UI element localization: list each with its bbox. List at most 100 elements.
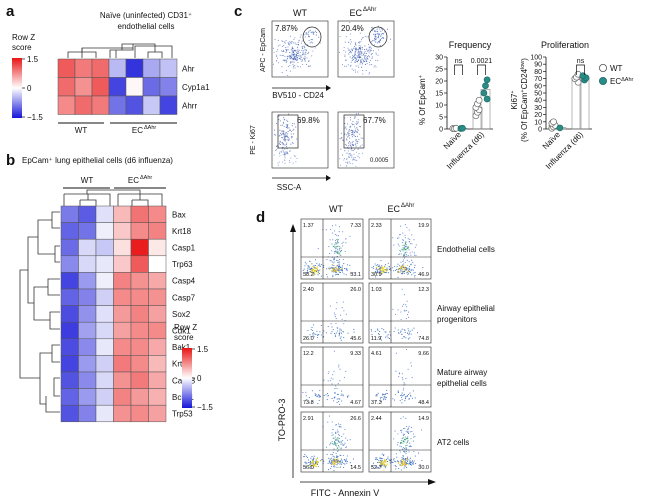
flow-event-dot — [311, 31, 313, 33]
flow-event-dot — [316, 31, 318, 34]
flow-event-dot — [312, 459, 314, 461]
flow-event-dot — [343, 158, 346, 160]
flow-event-dot — [357, 142, 359, 144]
flow-event-dot — [401, 462, 403, 464]
flow-event-dot — [335, 243, 337, 245]
flow-event-dot — [374, 272, 377, 274]
flow-event-dot — [406, 251, 408, 253]
flow-event-dot — [405, 244, 407, 246]
flow-event-dot — [403, 387, 405, 389]
flow-event-dot — [406, 458, 408, 460]
flow-event-dot — [421, 459, 423, 462]
flow-event-dot — [336, 445, 338, 447]
flow-event-dot — [310, 31, 312, 33]
heatmap-b-cell — [113, 272, 132, 290]
flow-event-dot — [331, 398, 333, 400]
y-tick-label: 100 — [530, 55, 542, 62]
flow-event-dot — [273, 154, 275, 156]
flow-event-dot — [310, 457, 312, 459]
flow-event-dot — [336, 245, 338, 248]
flow-event-dot — [399, 460, 402, 462]
flow-event-dot — [410, 270, 412, 272]
flow-event-dot — [351, 59, 353, 62]
flow-event-dot — [379, 270, 381, 272]
y-tick-label: 5 — [439, 115, 443, 122]
flow-event-dot — [336, 447, 338, 449]
flow-event-dot — [363, 56, 366, 58]
flow-event-dot — [297, 41, 299, 43]
flow-event-dot — [402, 305, 404, 307]
heatmap-b-cell — [130, 288, 149, 306]
flow-event-dot — [336, 387, 338, 389]
flow-event-dot — [405, 337, 407, 339]
flow-event-dot — [357, 131, 359, 133]
flow-event-dot — [309, 460, 312, 462]
flow-event-dot — [313, 33, 315, 35]
flow-event-dot — [333, 461, 335, 463]
flow-event-dot — [310, 38, 312, 41]
flow-event-dot — [376, 459, 378, 461]
flow-event-dot — [395, 468, 397, 470]
flow-d-row-label: Endothelial cells — [437, 245, 495, 254]
flow-c1-wt-frame — [271, 20, 329, 78]
flow-event-dot — [400, 418, 402, 420]
flow-event-dot — [408, 316, 410, 318]
heatmap-a-cell — [91, 95, 110, 115]
flow-event-dot — [393, 438, 395, 440]
flow-event-dot — [333, 261, 336, 263]
flow-event-dot — [313, 267, 315, 269]
y-tick-label: 25 — [435, 67, 443, 74]
quadrant-value: 12.2 — [303, 351, 314, 357]
flow-event-dot — [330, 260, 332, 262]
flow-event-dot — [352, 59, 355, 61]
flow-event-dot — [355, 57, 357, 59]
flow-event-dot — [381, 465, 383, 467]
flow-event-dot — [394, 465, 396, 467]
flow-event-dot — [348, 145, 350, 147]
flow-event-dot — [339, 332, 341, 334]
flow-event-dot — [394, 265, 396, 268]
flow-event-dot — [284, 60, 286, 62]
flow-event-dot — [354, 45, 356, 48]
flow-event-dot — [336, 464, 338, 466]
flow-event-dot — [351, 57, 354, 59]
flow-event-dot — [407, 462, 409, 465]
flow-event-dot — [330, 457, 332, 459]
flow-event-dot — [356, 135, 359, 137]
flow-event-dot — [334, 316, 336, 318]
ec-point — [480, 89, 488, 97]
flow-event-dot — [374, 33, 376, 35]
flow-event-dot — [365, 52, 367, 55]
flow-event-dot — [349, 144, 351, 146]
flow-event-dot — [293, 155, 295, 157]
flow-event-dot — [334, 252, 336, 254]
flow-event-dot — [358, 54, 360, 56]
flow-event-dot — [304, 461, 306, 463]
flow-event-dot — [376, 38, 378, 40]
flow-c2-dots — [273, 113, 364, 167]
flow-event-dot — [286, 57, 289, 59]
flow-event-dot — [274, 39, 276, 41]
flow-event-dot — [393, 399, 395, 401]
quadrant-value: 56.0 — [303, 465, 314, 471]
flow-event-dot — [385, 270, 387, 272]
flow-event-dot — [384, 461, 386, 463]
flow-event-dot — [305, 64, 307, 66]
flow-event-dot — [320, 275, 322, 277]
flow-event-dot — [334, 424, 336, 426]
flow-event-dot — [311, 462, 314, 464]
flow-event-dot — [285, 133, 287, 135]
flow-event-dot — [317, 461, 319, 463]
flow-event-dot — [329, 253, 331, 255]
flow-event-dot — [368, 55, 370, 57]
flow-event-dot — [383, 272, 385, 274]
flow-event-dot — [404, 450, 406, 452]
flow-event-dot — [385, 467, 387, 469]
flow-event-dot — [332, 434, 334, 436]
flow-event-dot — [336, 269, 338, 271]
flow-event-dot — [344, 150, 346, 152]
flow-event-dot — [331, 261, 333, 263]
flow-event-dot — [337, 261, 339, 264]
flow-event-dot — [332, 329, 334, 331]
flow-event-dot — [360, 137, 362, 139]
